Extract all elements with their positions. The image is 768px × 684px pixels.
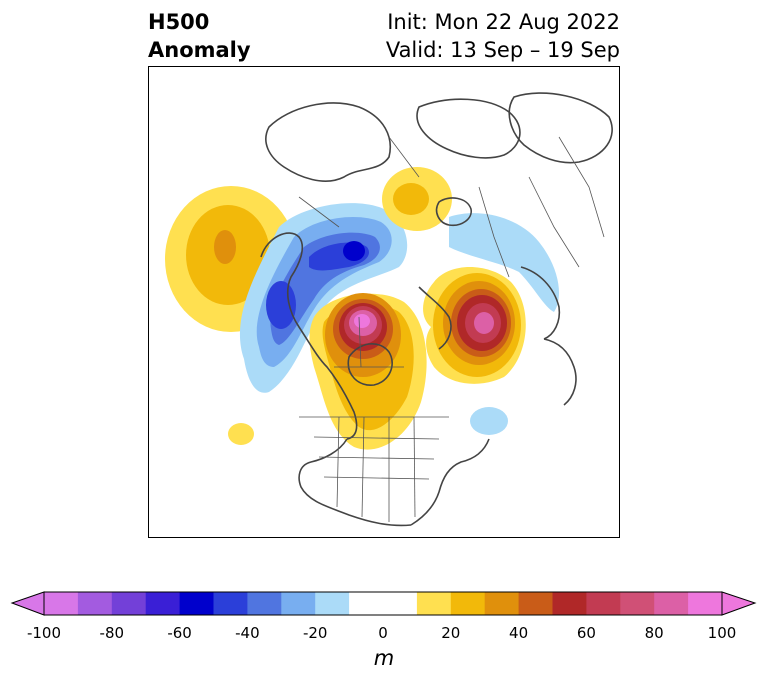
colorbar-tick-label: -40 [235,624,260,642]
colorbar-segment [247,592,282,615]
small-positive-anomaly [228,423,254,445]
colorbar [10,591,757,616]
colorbar-segment [484,592,520,615]
colorbar-segment [281,592,316,615]
atlantic-positive-anomaly [423,267,526,384]
colorbar-tick-label: 80 [644,624,664,642]
colorbar-tick-label: -60 [167,624,192,642]
colorbar-segment [450,592,486,615]
colorbar-under-triangle [10,591,45,616]
central-positive-anomaly [309,293,427,450]
colorbar-segment [552,592,587,615]
init-date: Init: Mon 22 Aug 2022 [387,10,620,34]
coastlines [260,92,613,527]
colorbar-segment [213,592,248,615]
colorbar-segment [77,592,113,615]
valid-range: Valid: 13 Sep – 19 Sep [385,38,620,62]
map-svg [165,92,613,527]
colorbar-segment [111,592,147,615]
title-right: Init: Mon 22 Aug 2022 Valid: 13 Sep – 19… [386,8,620,64]
canada-negative-anomaly [239,203,408,393]
colorbar-tick-label: 40 [509,624,529,642]
colorbar-segment [654,592,689,615]
colorbar-tick-label: 0 [378,624,388,642]
colorbar-segments [44,592,723,615]
anomaly-shading [165,167,559,450]
colorbar-tick-label: -100 [26,624,62,642]
colorbar-segment [688,592,723,615]
colorbar-segment [179,592,214,615]
colorbar-tick-label: 100 [707,624,737,642]
colorbar-tick-label: -20 [302,624,328,642]
title-field-type: Anomaly [148,38,251,62]
colorbar-segment [518,592,553,615]
colorbar-segment [620,592,655,615]
colorbar-tick-label: -80 [99,624,125,642]
colorbar-segment [416,592,452,615]
colorbar-over-triangle [721,591,757,616]
colorbar-segment [586,592,621,615]
colorbar-segment [145,592,181,615]
colorbar-segment [44,592,79,615]
title-field: H500 [148,10,210,34]
colorbar-outline [43,591,723,616]
title-left: H500 Anomaly [148,8,251,64]
arctic-positive-anomaly [382,167,452,231]
colorbar-units: m [373,646,395,670]
colorbar-tick-label: 20 [441,624,461,642]
colorbar-segment [349,592,418,615]
political-borders [298,136,605,522]
anomaly-map [148,66,620,538]
colorbar-segment [315,592,350,615]
colorbar-tick-label: 60 [576,624,596,642]
small-negative-anomaly [470,407,508,435]
